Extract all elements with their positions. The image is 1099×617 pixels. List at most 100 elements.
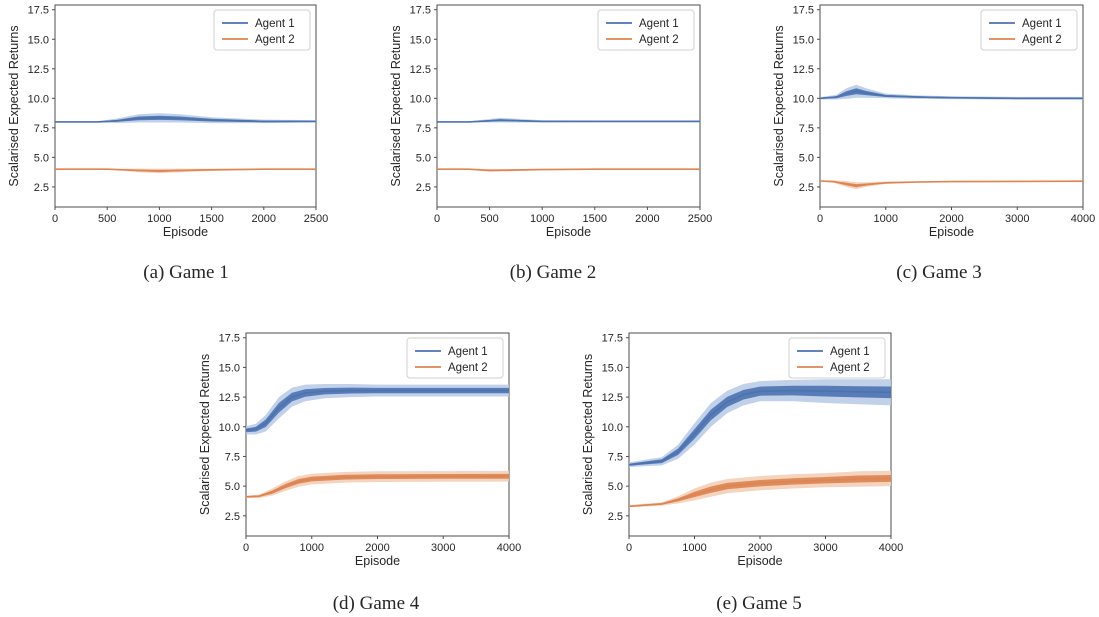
series-line-2 bbox=[245, 475, 510, 498]
series-line-2 bbox=[437, 168, 700, 172]
y-tick-label: 5.0 bbox=[608, 481, 623, 493]
series-line-2 bbox=[628, 477, 892, 508]
chart-c: 0 1000 2000 3000 4000 2.5 5.0 7.5 10.0 12.5 15.0 17… bbox=[772, 4, 1095, 239]
y-tick-label: 12.5 bbox=[219, 392, 240, 404]
y-tick-label: 2.5 bbox=[799, 182, 814, 194]
x-axis-label: Episode bbox=[929, 225, 974, 239]
x-axis-label: Episode bbox=[737, 554, 782, 568]
y-tick-label: 12.5 bbox=[28, 64, 49, 76]
x-tick-label: 2000 bbox=[252, 213, 276, 225]
x-tick-label: 0 bbox=[817, 213, 823, 225]
x-tick-label: 0 bbox=[52, 213, 58, 225]
series-core-2 bbox=[629, 475, 891, 507]
legend-box bbox=[788, 337, 886, 379]
y-axis-label: Scalarised Expected Returns bbox=[389, 25, 403, 186]
chart-b: 0 500 1000 1500 2000 2500 2.5 5.0 7.5 10.0 12.5 15.… bbox=[389, 4, 712, 239]
y-tick-label: 7.5 bbox=[799, 123, 814, 135]
y-tick-label: 2.5 bbox=[225, 511, 240, 523]
y-tick-label: 5.0 bbox=[225, 481, 240, 493]
x-tick-label: 1000 bbox=[300, 542, 324, 554]
caption-a: (a) Game 1 bbox=[143, 262, 228, 283]
y-axis-label: Scalarised Expected Returns bbox=[7, 25, 21, 186]
x-tick-label: 1000 bbox=[147, 213, 171, 225]
legend-label-2: Agent 2 bbox=[448, 362, 488, 374]
y-tick-label: 10.0 bbox=[219, 422, 240, 434]
x-axis-label: Episode bbox=[355, 554, 400, 568]
x-tick-label: 3000 bbox=[1005, 213, 1029, 225]
x-tick-label: 1500 bbox=[199, 213, 223, 225]
x-tick-label: 2000 bbox=[365, 542, 389, 554]
legend-label-1: Agent 1 bbox=[639, 18, 679, 30]
x-tick-label: 2500 bbox=[304, 213, 328, 225]
y-tick-label: 10.0 bbox=[410, 93, 431, 105]
y-tick-label: 2.5 bbox=[416, 182, 431, 194]
series-band-1 bbox=[629, 379, 891, 468]
x-tick-label: 4000 bbox=[1071, 213, 1095, 225]
y-tick-label: 15.0 bbox=[28, 34, 49, 46]
y-tick-label: 7.5 bbox=[608, 451, 623, 463]
y-tick-label: 7.5 bbox=[34, 123, 49, 135]
x-tick-label: 500 bbox=[98, 213, 116, 225]
y-tick-label: 15.0 bbox=[793, 34, 814, 46]
caption-d: (d) Game 4 bbox=[333, 593, 420, 614]
caption-e: (e) Game 5 bbox=[716, 593, 801, 614]
legend-label-1: Agent 1 bbox=[255, 18, 295, 30]
y-tick-label: 12.5 bbox=[602, 392, 623, 404]
legend-box bbox=[406, 337, 504, 379]
series-core-1 bbox=[246, 387, 509, 433]
x-tick-label: 2500 bbox=[688, 213, 712, 225]
x-tick-label: 1000 bbox=[530, 213, 554, 225]
x-tick-label: 1500 bbox=[583, 213, 607, 225]
legend-box bbox=[597, 9, 695, 51]
y-tick-label: 15.0 bbox=[602, 362, 623, 374]
y-tick-label: 17.5 bbox=[28, 5, 49, 17]
y-axis-label: Scalarised Expected Returns bbox=[198, 354, 212, 515]
series-line-2 bbox=[819, 180, 1084, 187]
series-line-1 bbox=[55, 116, 316, 123]
chart-e: 0 1000 2000 3000 4000 2.5 5.0 7.5 10.0 12.5 15.0 17… bbox=[581, 332, 903, 568]
y-tick-label: 17.5 bbox=[410, 5, 431, 17]
y-tick-label: 2.5 bbox=[34, 182, 49, 194]
x-tick-label: 2000 bbox=[635, 213, 659, 225]
series-line-1 bbox=[819, 90, 1083, 100]
legend-label-2: Agent 2 bbox=[830, 362, 870, 374]
y-tick-label: 17.5 bbox=[602, 333, 623, 345]
legend-label-2: Agent 2 bbox=[1022, 34, 1062, 46]
legend-label-1: Agent 1 bbox=[830, 346, 870, 358]
legend-box bbox=[213, 9, 311, 51]
x-tick-label: 0 bbox=[434, 213, 440, 225]
x-tick-label: 2000 bbox=[748, 542, 772, 554]
y-tick-label: 10.0 bbox=[793, 93, 814, 105]
x-axis-label: Episode bbox=[546, 225, 591, 239]
y-tick-label: 5.0 bbox=[34, 152, 49, 164]
x-tick-label: 3000 bbox=[813, 542, 837, 554]
y-axis-label: Scalarised Expected Returns bbox=[772, 25, 786, 186]
x-tick-label: 1000 bbox=[874, 213, 898, 225]
x-tick-label: 0 bbox=[626, 542, 632, 554]
y-tick-label: 5.0 bbox=[799, 152, 814, 164]
series-line-1 bbox=[245, 389, 509, 432]
x-tick-label: 4000 bbox=[879, 542, 903, 554]
x-tick-label: 0 bbox=[243, 542, 249, 554]
chart-d: 0 1000 2000 3000 4000 2.5 5.0 7.5 10.0 12.5 15.0 17… bbox=[198, 332, 521, 568]
x-tick-label: 2000 bbox=[939, 213, 963, 225]
y-tick-label: 7.5 bbox=[225, 451, 240, 463]
series-line-2 bbox=[55, 168, 316, 172]
series-core-1 bbox=[629, 385, 891, 466]
y-tick-label: 12.5 bbox=[793, 64, 814, 76]
x-tick-label: 3000 bbox=[431, 542, 455, 554]
y-tick-label: 5.0 bbox=[416, 152, 431, 164]
legend-label-2: Agent 2 bbox=[639, 34, 679, 46]
y-tick-label: 10.0 bbox=[28, 93, 49, 105]
y-tick-label: 12.5 bbox=[410, 64, 431, 76]
y-tick-label: 7.5 bbox=[416, 123, 431, 135]
x-tick-label: 500 bbox=[480, 213, 498, 225]
y-tick-label: 15.0 bbox=[410, 34, 431, 46]
y-tick-label: 15.0 bbox=[219, 362, 240, 374]
y-tick-label: 17.5 bbox=[219, 333, 240, 345]
legend-label-2: Agent 2 bbox=[255, 34, 295, 46]
chart-a: 0 500 1000 1500 2000 2500 2.5 5.0 7.5 10.0 12.5 15.… bbox=[7, 4, 328, 239]
y-tick-label: 10.0 bbox=[602, 422, 623, 434]
legend-label-1: Agent 1 bbox=[448, 346, 488, 358]
